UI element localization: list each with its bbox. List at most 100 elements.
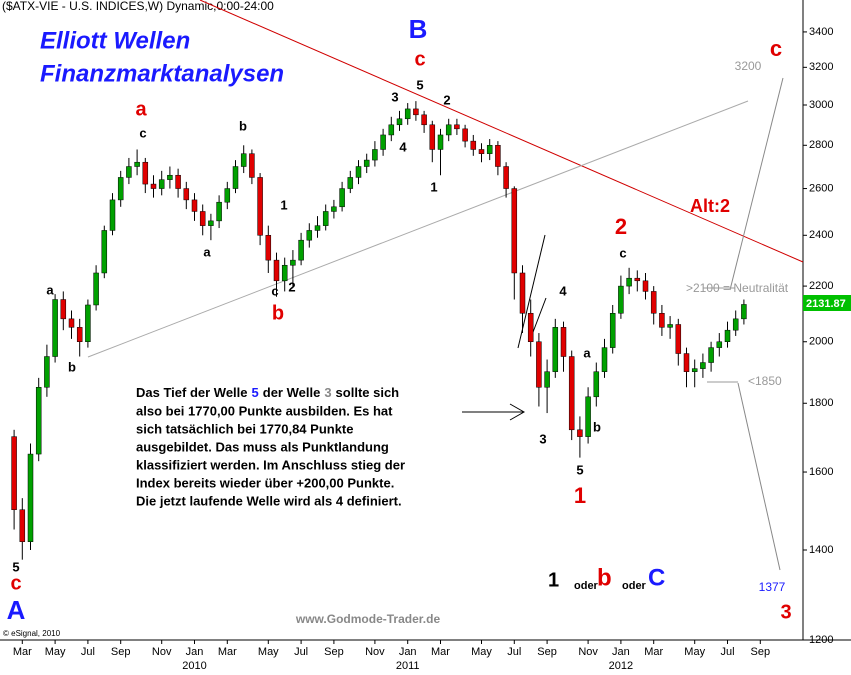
x-tick-label: Jul [720, 646, 734, 658]
candle-body [675, 324, 682, 354]
candle-body [511, 188, 518, 274]
x-year-label: 2012 [609, 660, 633, 672]
candle-body [536, 341, 542, 388]
candle-body [339, 188, 345, 208]
candle-body [298, 239, 304, 261]
candle-body [396, 118, 403, 126]
candle-body [199, 211, 206, 226]
candle-body [158, 179, 165, 189]
text-box-line: also bei 1770,00 Punkte ausbilden. Es ha… [136, 403, 393, 418]
candle-body [183, 188, 190, 201]
candle-body [44, 356, 50, 388]
x-tick-label: Nov [152, 646, 172, 658]
x-tick-label: May [684, 646, 705, 658]
candle-body [208, 220, 214, 226]
annotation: a [583, 345, 591, 360]
last-price-label: 2131.87 [806, 298, 846, 310]
x-tick-label: Nov [578, 646, 598, 658]
annotation: 5 [416, 77, 423, 92]
candle-body [68, 318, 75, 328]
candle-body [109, 199, 116, 231]
annotation: b [272, 302, 284, 324]
candle-body [429, 124, 436, 150]
annotation: Alt:2 [690, 196, 730, 216]
candle-body [667, 324, 673, 328]
candle-body [609, 313, 616, 348]
annotation: c [271, 283, 278, 298]
x-tick-label: Sep [537, 646, 557, 658]
candle-body [134, 161, 140, 167]
candle-body [413, 108, 419, 116]
annotation: c [619, 245, 626, 260]
y-tick-label: 1200 [809, 634, 833, 646]
candle-body [175, 174, 181, 189]
candle-body [454, 124, 460, 130]
annotation: 3 [391, 89, 398, 104]
annotation: c [414, 48, 425, 70]
candle-body [60, 299, 67, 320]
text-box-line: Index bereits wieder über +200,00 Punkte… [136, 475, 394, 490]
candle-body [380, 134, 386, 150]
candle-body [470, 140, 477, 150]
candle-body [232, 166, 239, 189]
y-tick-label: 2600 [809, 182, 833, 194]
candle-body [544, 371, 550, 388]
candle-body [290, 259, 296, 266]
candle-body [618, 285, 624, 314]
text-box-line: ausgebildet. Das muss als Punktlandung [136, 439, 389, 454]
candle-body [347, 177, 354, 189]
arrow-head [509, 403, 526, 421]
candle-body [265, 235, 272, 261]
candle-body [478, 149, 485, 154]
candle-body [27, 453, 34, 542]
x-tick-label: Sep [324, 646, 344, 658]
y-tick-label: 1400 [809, 544, 833, 556]
x-tick-label: Mar [13, 646, 32, 658]
trend-line [199, 0, 804, 263]
candle-body [659, 313, 665, 328]
candle-body [577, 429, 583, 437]
annotation: >2100 = Neutralität [686, 281, 789, 295]
candle-body [216, 201, 222, 222]
y-tick-label: 1800 [809, 397, 833, 409]
annotation: 1377 [759, 580, 786, 594]
trend-line [87, 100, 749, 358]
x-tick-label: Sep [751, 646, 771, 658]
last-price-box [803, 295, 851, 311]
annotation: 2 [443, 92, 450, 107]
annotation: <1850 [748, 374, 782, 388]
candle-body [142, 161, 149, 185]
projection-line [729, 77, 784, 291]
y-tick-label: 2200 [809, 280, 833, 292]
annotation: C [648, 564, 665, 591]
x-tick-label: Nov [365, 646, 385, 658]
candle-body [593, 371, 600, 398]
annotation: A [7, 595, 26, 625]
annotation: 3200 [735, 59, 762, 73]
text-box-segment: sollte sich [336, 385, 400, 400]
candle-body [167, 174, 173, 180]
annotation: c [10, 572, 21, 594]
candle-body [306, 230, 313, 241]
candle-body [732, 318, 739, 331]
annotation: 4 [559, 283, 567, 298]
x-year-label: 2010 [182, 660, 206, 672]
annotation: 1 [280, 197, 287, 212]
candle-body [224, 188, 231, 203]
x-tick-label: Sep [111, 646, 131, 658]
annotation: b [239, 118, 247, 133]
x-tick-label: May [258, 646, 279, 658]
candle-body [495, 145, 501, 167]
candle-body [642, 280, 649, 292]
y-tick-label: 1600 [809, 466, 833, 478]
annotation: 5 [576, 462, 583, 477]
annotation: © eSignal, 2010 [3, 629, 61, 638]
candle-body [724, 329, 731, 342]
annotation: 1 [430, 179, 437, 194]
candle-body [691, 368, 698, 372]
candle-body [741, 304, 747, 320]
text-box-line: sich tatsächlich bei 1770,84 Punkte [136, 421, 354, 436]
annotation: www.Godmode-Trader.de [295, 612, 441, 626]
x-tick-label: Mar [644, 646, 663, 658]
